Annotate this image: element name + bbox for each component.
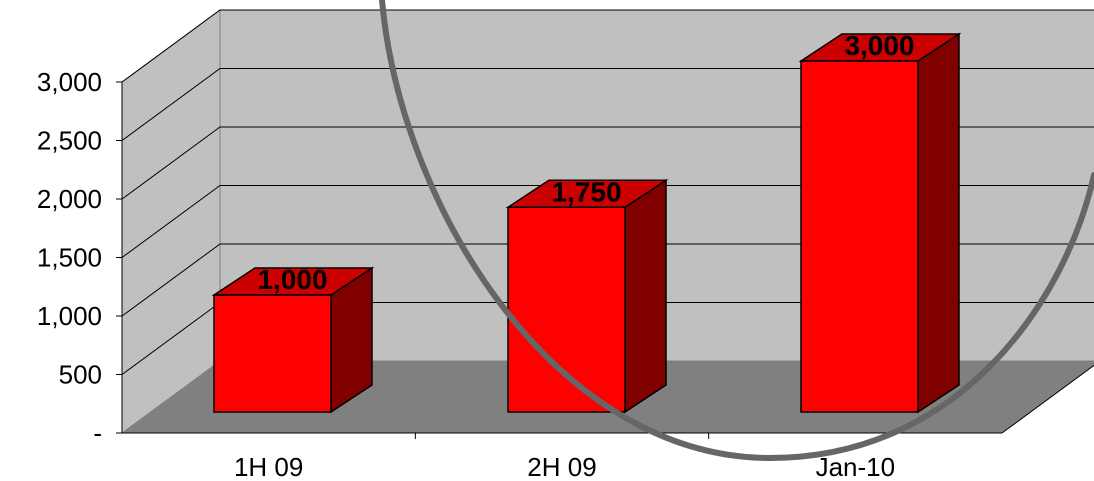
bar-front-face: [507, 206, 626, 413]
annotation-overlay: [379, 0, 1094, 462]
y-tick-label: 1,500: [37, 243, 102, 273]
x-tick-label: Jan-10: [816, 452, 896, 481]
gridline: [121, 9, 1094, 83]
bar-front-face: [213, 294, 332, 413]
axes: - 500 1,000 1,500 2,000 2,500 3,000 1H 09 2H 09 J…: [37, 67, 1094, 481]
y-tick-label: -: [93, 418, 102, 448]
x-tick-label: 1H 09: [234, 452, 303, 481]
floor-right-edge: [1001, 364, 1094, 434]
x-tick-label: 2H 09: [527, 452, 596, 481]
highlight-circle: [379, 0, 1094, 462]
bar-front-face: [800, 60, 919, 413]
data-label: 3,000: [844, 30, 914, 61]
y-tick-label: 2,000: [37, 184, 102, 214]
y-tick-label: 2,500: [37, 126, 102, 156]
bar-side-face: [917, 32, 960, 414]
y-tick-label: 1,000: [37, 301, 102, 331]
bar-0: [211, 266, 375, 414]
y-tick-label: 3,000: [37, 67, 102, 97]
bar-1: [505, 178, 669, 414]
bars: [211, 32, 962, 414]
labels: 1,000 1,750 3,000: [257, 30, 914, 295]
y-tick-label: 500: [59, 360, 102, 390]
data-label: 1,000: [257, 264, 327, 295]
data-label: 1,750: [551, 176, 621, 207]
bar-2: [798, 32, 962, 414]
bar-side-face: [624, 178, 667, 414]
